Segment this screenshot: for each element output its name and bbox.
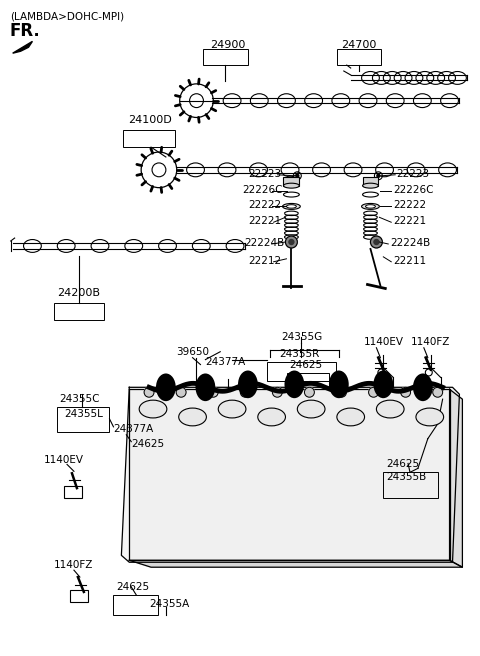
Ellipse shape	[139, 400, 167, 418]
Circle shape	[378, 369, 385, 376]
Circle shape	[176, 387, 186, 397]
Bar	[288, 373, 329, 390]
Circle shape	[401, 387, 410, 397]
Bar	[267, 361, 336, 381]
Circle shape	[304, 387, 314, 397]
Circle shape	[425, 369, 432, 376]
Text: 1140FZ: 1140FZ	[54, 560, 94, 570]
Text: 22221: 22221	[248, 216, 281, 226]
Text: 22212: 22212	[248, 256, 281, 266]
Bar	[113, 595, 158, 615]
Bar	[70, 590, 88, 602]
Ellipse shape	[195, 373, 216, 401]
Ellipse shape	[362, 183, 378, 188]
Ellipse shape	[329, 371, 349, 398]
Ellipse shape	[362, 192, 378, 197]
Text: 22223: 22223	[248, 169, 281, 179]
Text: 1140FZ: 1140FZ	[411, 337, 450, 347]
Polygon shape	[129, 389, 450, 560]
Polygon shape	[450, 389, 462, 567]
Bar	[64, 486, 82, 498]
Ellipse shape	[287, 205, 296, 208]
Bar	[57, 407, 108, 432]
Text: 24355R: 24355R	[279, 349, 320, 359]
Text: 24355G: 24355G	[281, 332, 323, 342]
Text: 24625: 24625	[289, 359, 323, 369]
Text: 24625: 24625	[117, 582, 150, 592]
Ellipse shape	[285, 371, 304, 398]
Circle shape	[272, 387, 282, 397]
Text: 22224B: 22224B	[390, 238, 431, 248]
Ellipse shape	[284, 192, 300, 197]
Ellipse shape	[297, 400, 325, 418]
Ellipse shape	[238, 371, 258, 398]
Text: 24200B: 24200B	[57, 289, 100, 298]
Text: 22226C: 22226C	[242, 184, 282, 195]
Text: 24700: 24700	[341, 40, 376, 51]
Bar	[284, 176, 300, 186]
Bar	[54, 303, 104, 320]
Circle shape	[289, 239, 294, 245]
Ellipse shape	[376, 400, 404, 418]
Ellipse shape	[218, 400, 246, 418]
Text: 22223: 22223	[396, 169, 429, 179]
Text: 24625: 24625	[386, 459, 420, 470]
Text: 24355A: 24355A	[149, 599, 189, 609]
Ellipse shape	[361, 203, 379, 209]
Text: 24377A: 24377A	[205, 357, 246, 367]
Text: 22221: 22221	[393, 216, 426, 226]
Text: 22224B: 22224B	[244, 238, 284, 248]
Text: 22222: 22222	[393, 201, 426, 211]
Text: 22226C: 22226C	[393, 184, 434, 195]
Ellipse shape	[284, 183, 300, 188]
Bar	[123, 131, 175, 147]
Text: FR.: FR.	[10, 22, 40, 41]
Circle shape	[240, 387, 250, 397]
Bar	[384, 472, 438, 498]
Bar	[337, 49, 381, 65]
Text: 24355L: 24355L	[64, 409, 103, 419]
Text: 22222: 22222	[248, 201, 281, 211]
Circle shape	[374, 239, 379, 245]
Text: 24900: 24900	[210, 40, 246, 51]
Polygon shape	[12, 41, 33, 53]
Circle shape	[144, 387, 154, 397]
Text: 22211: 22211	[393, 256, 426, 266]
Circle shape	[296, 174, 299, 177]
Ellipse shape	[366, 205, 375, 208]
Circle shape	[371, 236, 383, 248]
Text: 24100D: 24100D	[128, 115, 172, 125]
Ellipse shape	[416, 408, 444, 426]
Ellipse shape	[258, 408, 286, 426]
Ellipse shape	[413, 373, 433, 401]
Text: 24377A: 24377A	[113, 424, 154, 434]
Circle shape	[369, 387, 379, 397]
Bar	[204, 49, 248, 65]
Text: 24625: 24625	[131, 439, 164, 449]
Polygon shape	[121, 387, 459, 562]
Bar	[362, 176, 378, 186]
Ellipse shape	[179, 408, 206, 426]
Text: 24355B: 24355B	[386, 472, 427, 482]
Circle shape	[336, 387, 347, 397]
Circle shape	[433, 387, 443, 397]
Ellipse shape	[337, 408, 364, 426]
Ellipse shape	[283, 203, 300, 209]
Circle shape	[208, 387, 218, 397]
Ellipse shape	[373, 371, 393, 398]
Text: 24355C: 24355C	[59, 394, 100, 404]
Text: 1140EV: 1140EV	[44, 455, 84, 466]
Ellipse shape	[156, 373, 176, 401]
Text: 39650: 39650	[176, 347, 209, 357]
Polygon shape	[129, 560, 462, 567]
Circle shape	[286, 236, 297, 248]
Circle shape	[377, 174, 380, 177]
Text: (LAMBDA>DOHC-MPI): (LAMBDA>DOHC-MPI)	[10, 12, 124, 22]
Text: 1140EV: 1140EV	[363, 337, 404, 347]
